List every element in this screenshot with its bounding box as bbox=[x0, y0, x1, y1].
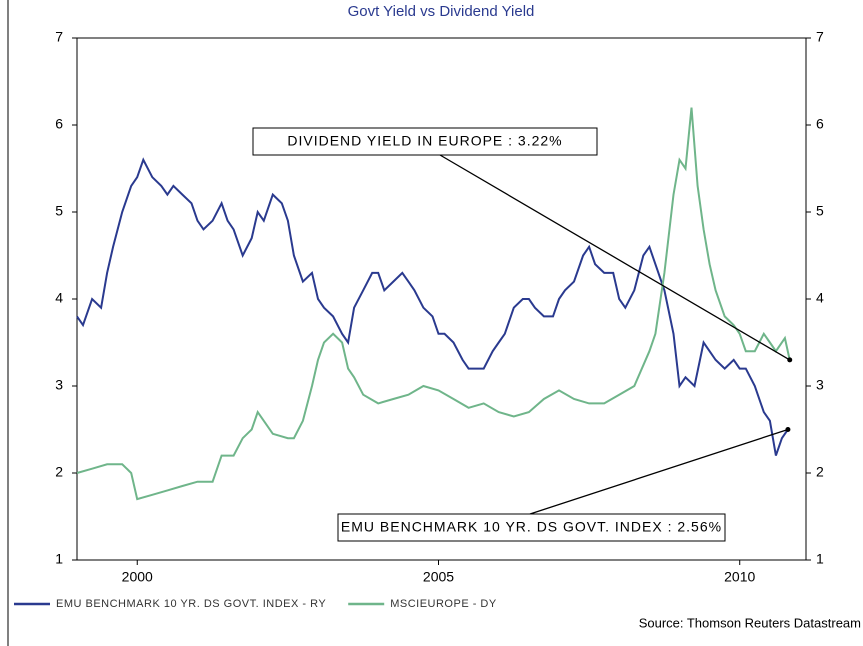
annotation-text: EMU BENCHMARK 10 YR. DS GOVT. INDEX : 2.… bbox=[341, 519, 722, 535]
y2-tick-label: 3 bbox=[816, 377, 824, 393]
y-tick-label: 7 bbox=[55, 29, 63, 45]
y-tick-label: 2 bbox=[55, 464, 63, 480]
x-tick-label: 2005 bbox=[423, 569, 454, 585]
chart-title: Govt Yield vs Dividend Yield bbox=[348, 3, 535, 20]
series-line bbox=[76, 107, 791, 501]
annotation-text: DIVIDEND YIELD IN EUROPE : 3.22% bbox=[287, 133, 562, 149]
x-tick-label: 2000 bbox=[122, 569, 153, 585]
y-tick-label: 3 bbox=[55, 377, 63, 393]
x-tick-label: 2010 bbox=[724, 569, 755, 585]
source: Source: Thomson Reuters Datastream bbox=[639, 615, 861, 630]
y2-tick-label: 6 bbox=[816, 116, 824, 132]
legend-label: EMU BENCHMARK 10 YR. DS GOVT. INDEX - RY bbox=[56, 598, 326, 610]
legend-label: MSCIEUROPE - DY bbox=[390, 598, 497, 610]
y-tick-label: 1 bbox=[55, 551, 63, 567]
y2-tick-label: 5 bbox=[816, 203, 824, 219]
annotation-point bbox=[787, 357, 793, 363]
y-tick-label: 5 bbox=[55, 203, 63, 219]
y-tick-label: 4 bbox=[55, 290, 63, 306]
annotation-box bbox=[252, 127, 598, 156]
y2-tick-label: 2 bbox=[816, 464, 824, 480]
y2-tick-label: 7 bbox=[816, 29, 824, 45]
y-tick-label: 6 bbox=[55, 116, 63, 132]
y2-tick-label: 1 bbox=[816, 551, 824, 567]
annotation-arrow bbox=[529, 428, 789, 515]
annotation-point bbox=[785, 427, 791, 432]
y2-tick-label: 4 bbox=[816, 290, 824, 306]
annotation-arrow bbox=[439, 154, 791, 361]
annotation-box bbox=[337, 513, 726, 542]
series-line bbox=[76, 157, 789, 456]
